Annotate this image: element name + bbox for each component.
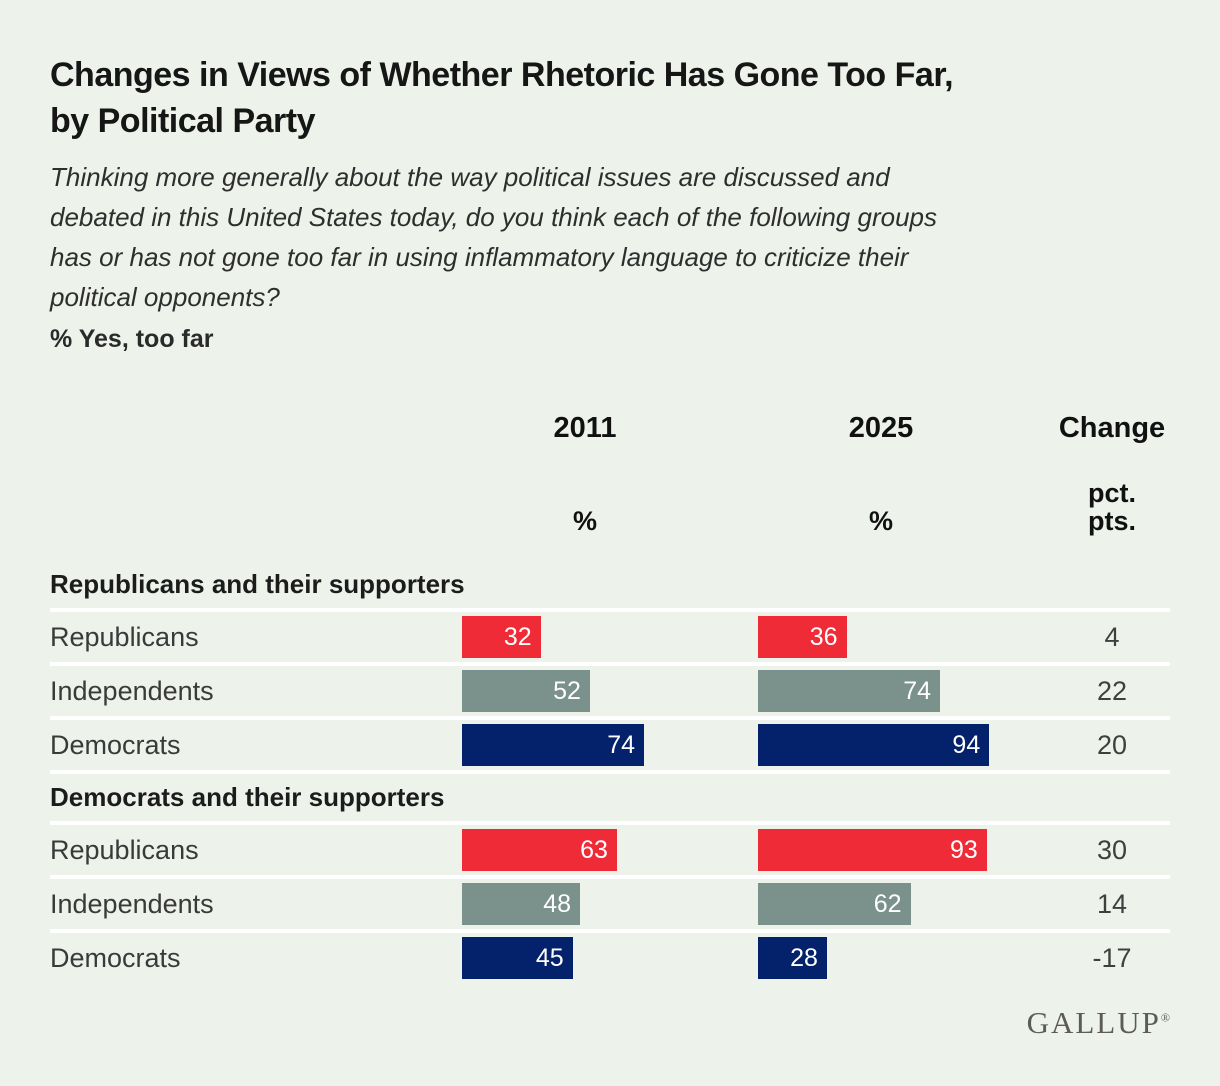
- bar-2011: 63: [462, 829, 617, 871]
- section-header-democrats-supporters: Democrats and their supporters: [50, 782, 445, 812]
- column-header-change: Change: [1058, 412, 1166, 444]
- bar-2011: 48: [462, 883, 581, 925]
- bar-value: 48: [543, 889, 572, 918]
- bar-track-2025: 28: [758, 937, 1004, 979]
- table-unit-headers: % % pct. pts.: [50, 479, 1170, 535]
- bar-value: 52: [553, 676, 581, 705]
- registered-mark: ®: [1160, 1010, 1170, 1025]
- bar-track-2011: 63: [462, 829, 708, 871]
- bar-value: 62: [873, 889, 902, 918]
- unit-percent-2011: %: [572, 506, 597, 536]
- unit-change-line-2: pts.: [1087, 506, 1136, 536]
- change-value: 30: [1096, 834, 1128, 865]
- page-title-line-1: Changes in Views of Whether Rhetoric Has…: [50, 56, 954, 94]
- unit-change-line-1: pct.: [1087, 478, 1136, 508]
- page-title-line-2: by Political Party: [50, 102, 316, 140]
- comparison-table: Republicans and their supporters Republi…: [50, 561, 1170, 983]
- bar-value: 45: [535, 943, 564, 972]
- bar-value: 74: [903, 676, 932, 705]
- bar-value: 36: [809, 622, 838, 651]
- bar-track-2025: 36: [758, 616, 1004, 658]
- bar-2025: 36: [758, 616, 847, 658]
- change-value: 22: [1096, 675, 1128, 706]
- row-separator: [50, 716, 1170, 720]
- bar-track-2011: 52: [462, 670, 708, 712]
- bar-2025: 74: [758, 670, 941, 712]
- bar-value: 74: [607, 730, 636, 759]
- bar-2011: 32: [462, 616, 541, 658]
- bar-value: 28: [790, 943, 818, 972]
- change-value: -17: [1092, 942, 1132, 973]
- bar-track-2025: 94: [758, 724, 1004, 766]
- row-label: Democrats: [50, 729, 181, 760]
- table-row: Republicans 63 93 30: [50, 825, 1170, 875]
- change-value: 14: [1096, 888, 1128, 919]
- bar-2025: 28: [758, 937, 827, 979]
- survey-question-text: Thinking more generally about the way po…: [50, 157, 1170, 317]
- change-value: 4: [1104, 621, 1120, 652]
- row-label: Democrats: [50, 942, 181, 973]
- subtitle-line: Thinking more generally about the way po…: [50, 162, 890, 192]
- change-value: 20: [1096, 729, 1128, 760]
- bar-value: 94: [952, 730, 981, 759]
- bar-track-2025: 93: [758, 829, 1004, 871]
- subtitle-line: debated in this United States today, do …: [50, 202, 937, 232]
- subtitle-line: has or has not gone too far in using inf…: [50, 242, 909, 272]
- gallup-logo: GALLUP®: [1027, 1005, 1170, 1041]
- row-separator: [50, 770, 1170, 774]
- bar-track-2011: 48: [462, 883, 708, 925]
- row-label: Republicans: [50, 834, 199, 865]
- row-label: Independents: [50, 675, 214, 706]
- row-label: Independents: [50, 888, 214, 919]
- bar-track-2011: 32: [462, 616, 708, 658]
- unit-percent-2025: %: [868, 506, 893, 536]
- unit-change: pct. pts.: [1054, 479, 1170, 535]
- table-row: Democrats 74 94 20: [50, 720, 1170, 770]
- bar-value: 63: [580, 835, 608, 864]
- bar-2025: 93: [758, 829, 987, 871]
- page-title: Changes in Views of Whether Rhetoric Has…: [50, 52, 1170, 144]
- footer: GALLUP®: [50, 1005, 1170, 1041]
- bar-2011: 45: [462, 937, 573, 979]
- bar-track-2025: 74: [758, 670, 1004, 712]
- bar-2011: 74: [462, 724, 645, 766]
- subtitle-line: political opponents?: [50, 282, 280, 312]
- table-row: Independents 52 74 22: [50, 666, 1170, 716]
- table-row: Independents 48 62 14: [50, 879, 1170, 929]
- bar-track-2025: 62: [758, 883, 1004, 925]
- bar-value: 32: [503, 622, 532, 651]
- gallup-logo-text: GALLUP: [1026, 1005, 1161, 1040]
- bar-track-2011: 74: [462, 724, 708, 766]
- bar-value: 93: [949, 835, 978, 864]
- bar-2011: 52: [462, 670, 590, 712]
- bar-track-2011: 45: [462, 937, 708, 979]
- row-separator: [50, 929, 1170, 933]
- table-column-headers: 2011 2025 Change: [50, 412, 1170, 445]
- bar-2025: 94: [758, 724, 990, 766]
- row-label: Republicans: [50, 621, 199, 652]
- column-header-2025: 2025: [848, 412, 914, 444]
- row-separator: [50, 821, 1170, 825]
- column-header-2011: 2011: [553, 412, 617, 444]
- table-row: Republicans 32 36 4: [50, 612, 1170, 662]
- row-separator: [50, 608, 1170, 612]
- metric-note: % Yes, too far: [50, 325, 214, 353]
- row-separator: [50, 662, 1170, 666]
- section-header-republicans-supporters: Republicans and their supporters: [50, 569, 465, 599]
- bar-2025: 62: [758, 883, 911, 925]
- table-row: Democrats 45 28 -17: [50, 933, 1170, 983]
- row-separator: [50, 875, 1170, 879]
